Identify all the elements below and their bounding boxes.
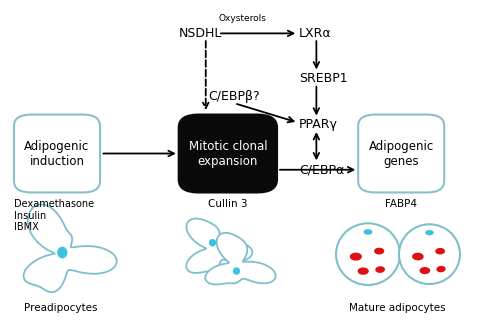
Ellipse shape [358,267,369,275]
FancyBboxPatch shape [14,115,100,192]
Ellipse shape [209,239,216,246]
Ellipse shape [376,266,385,273]
FancyBboxPatch shape [358,115,444,192]
Ellipse shape [420,267,430,274]
Ellipse shape [57,247,68,258]
Text: Cullin 3: Cullin 3 [208,199,248,209]
Ellipse shape [336,223,400,285]
Polygon shape [24,204,116,292]
Ellipse shape [374,248,384,254]
Text: SREBP1: SREBP1 [299,72,348,85]
Ellipse shape [364,229,372,235]
Ellipse shape [412,253,424,260]
Text: FABP4: FABP4 [386,199,418,209]
Text: Preadipocytes: Preadipocytes [24,303,98,313]
Polygon shape [206,233,276,284]
Text: PPARγ: PPARγ [299,118,338,131]
Text: Adipogenic
genes: Adipogenic genes [368,140,434,167]
Text: Mature adipocytes: Mature adipocytes [349,303,446,313]
Text: Mitotic clonal
expansion: Mitotic clonal expansion [188,140,267,167]
Ellipse shape [436,266,446,272]
Ellipse shape [350,253,362,261]
Ellipse shape [425,230,434,235]
Text: NSDHL: NSDHL [178,27,222,40]
Ellipse shape [233,267,240,275]
Text: Dexamethasone
Insulin
IBMX: Dexamethasone Insulin IBMX [14,199,94,232]
Text: Oxysterols: Oxysterols [218,14,266,23]
Text: LXRα: LXRα [299,27,332,40]
FancyBboxPatch shape [178,115,277,192]
Ellipse shape [435,248,445,254]
Text: C/EBPα: C/EBPα [299,163,344,176]
Polygon shape [186,218,252,273]
Text: C/EBPβ?: C/EBPβ? [208,90,260,103]
Text: Adipogenic
induction: Adipogenic induction [24,140,90,167]
Ellipse shape [399,224,460,284]
